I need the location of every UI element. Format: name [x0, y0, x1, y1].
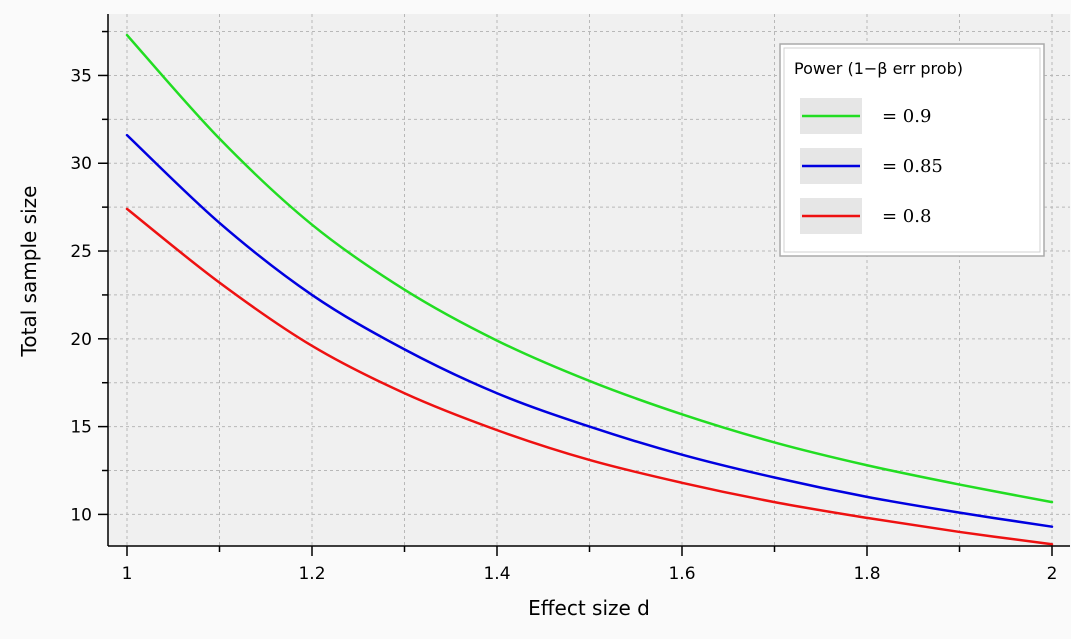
y-tick-label: 25 — [70, 242, 92, 262]
legend-item-label: = 0.85 — [882, 156, 943, 177]
legend-item-label: = 0.9 — [882, 106, 931, 127]
series-line-0 — [125, 33, 1054, 504]
x-tick-label: 1.8 — [853, 564, 880, 584]
y-tick-label: 30 — [70, 154, 92, 174]
legend-item-label: = 0.8 — [882, 206, 931, 227]
y-tick-label: 20 — [70, 330, 92, 350]
series-line-2 — [125, 207, 1054, 546]
x-tick-label: 2 — [1047, 564, 1058, 584]
x-tick-label: 1 — [122, 564, 133, 584]
y-tick-label: 10 — [70, 505, 92, 525]
legend-title: Power (1−β err prob) — [794, 59, 963, 78]
series-line-1 — [125, 133, 1054, 528]
x-tick-label: 1.2 — [298, 564, 325, 584]
x-axis-label: Effect size d — [528, 596, 650, 620]
y-tick-label: 15 — [70, 418, 92, 438]
legend-inner-box — [783, 47, 1041, 253]
y-tick-label: 35 — [70, 66, 92, 86]
x-tick-label: 1.4 — [483, 564, 510, 584]
x-tick-label: 1.6 — [668, 564, 695, 584]
y-axis-label: Total sample size — [17, 186, 41, 358]
